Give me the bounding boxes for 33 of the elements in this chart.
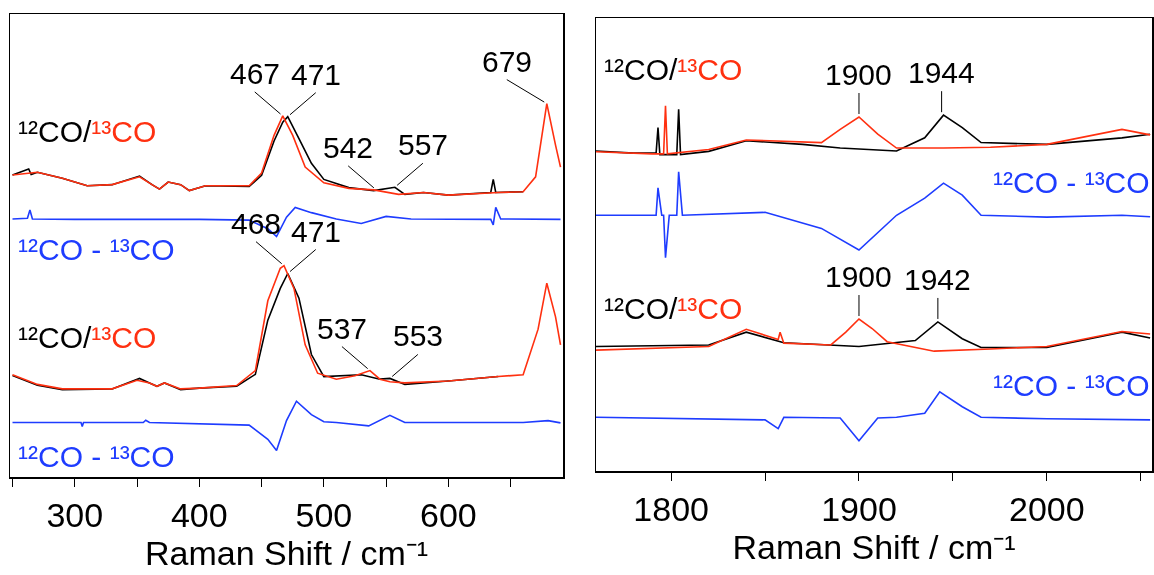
series-label: ¹²CO/ [18, 115, 92, 148]
series-label: ¹³CO [91, 115, 157, 148]
x-tick-label: 600 [420, 496, 477, 535]
series-label: ¹³CO [677, 53, 743, 86]
annotation: 557 [398, 128, 449, 161]
annotation: 1944 [908, 56, 975, 89]
series-label: ¹²CO/ [18, 321, 92, 354]
annotation: 542 [323, 131, 374, 164]
series-label: ¹²CO - ¹³CO [18, 233, 175, 266]
annotation: 1900 [825, 260, 892, 293]
series-label: ¹³CO [677, 292, 743, 325]
series-label: ¹²CO - ¹³CO [993, 166, 1150, 199]
x-tick-label: 1800 [633, 490, 709, 529]
x-tick-label: 500 [295, 496, 353, 535]
x-axis-title: Raman Shift / cm⁻¹ [144, 534, 429, 573]
series-label: ¹²CO - ¹³CO [18, 440, 175, 473]
x-tick-label: 400 [170, 496, 228, 535]
x-tick-label: 1900 [821, 490, 897, 529]
x-tick-label: 300 [46, 496, 104, 535]
x-axis-title: Raman Shift / cm⁻¹ [732, 528, 1016, 567]
annotation: 467 [230, 57, 281, 90]
annotation: 537 [317, 312, 368, 345]
annotation: 1900 [825, 58, 892, 91]
annotation: 1942 [904, 263, 971, 296]
annotation: 679 [482, 45, 533, 78]
annotation: 471 [291, 58, 342, 91]
annotation: 553 [393, 319, 444, 352]
x-tick-label: 2000 [1008, 490, 1085, 529]
series-label: ¹²CO/ [604, 53, 678, 86]
series-label: ¹²CO/ [604, 292, 678, 325]
annotation: 471 [291, 215, 342, 248]
series-label: ¹³CO [91, 321, 157, 354]
series-label: ¹²CO - ¹³CO [993, 369, 1150, 402]
